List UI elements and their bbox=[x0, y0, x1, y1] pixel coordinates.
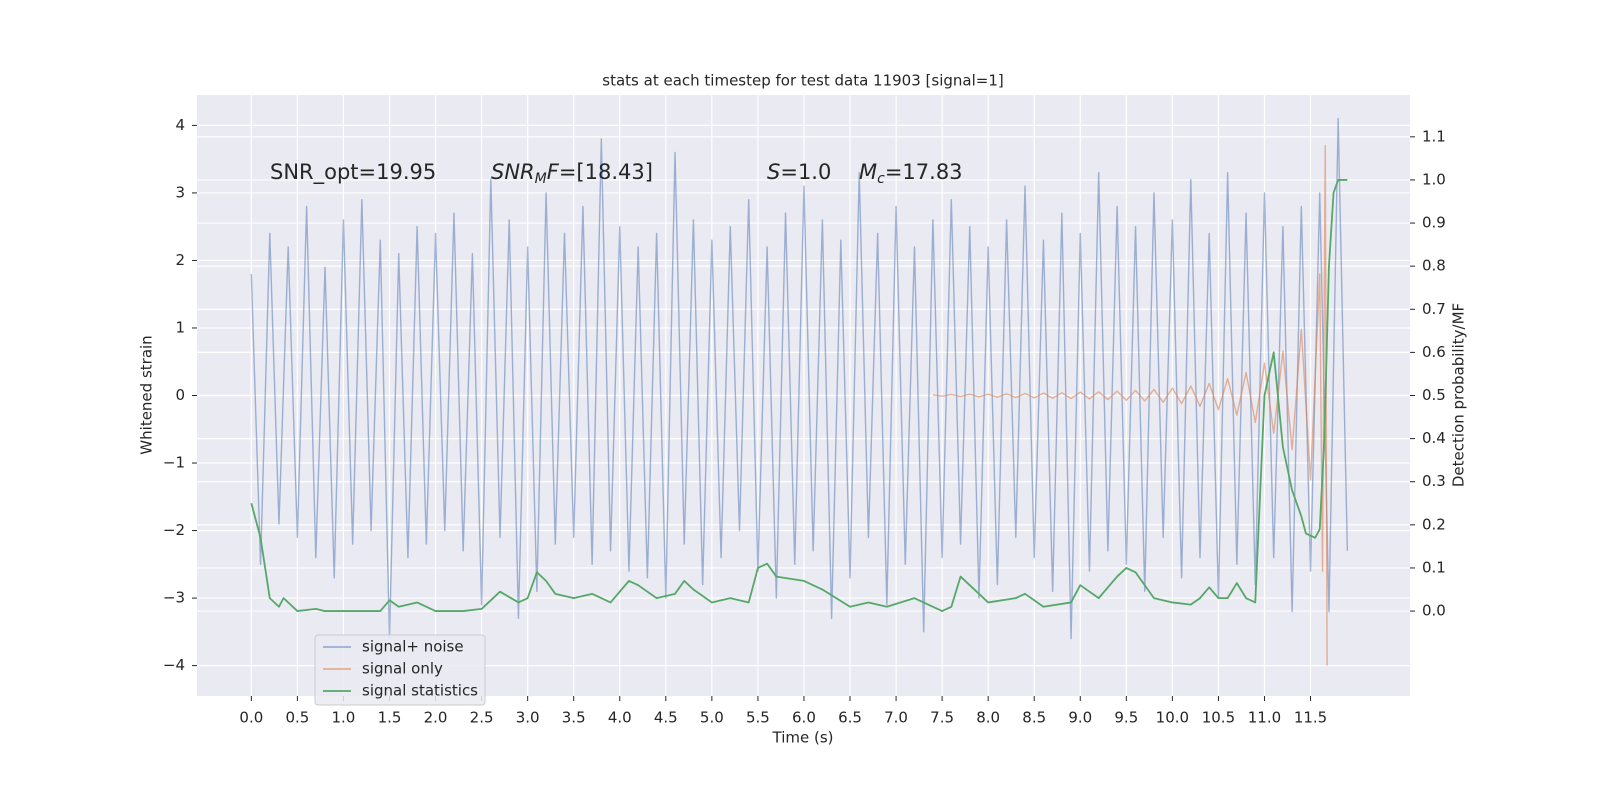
series-line bbox=[250, 179, 1348, 612]
annotation: SNR_opt=19.95 bbox=[270, 160, 436, 185]
series-line bbox=[250, 117, 1349, 640]
y-tick-label: −4 bbox=[163, 656, 185, 674]
annotation: SNRMF=[18.43] bbox=[491, 160, 653, 187]
annotation-part: S bbox=[767, 160, 780, 184]
y-tick-label: 3 bbox=[175, 183, 185, 201]
x-tick-label: 1.0 bbox=[332, 709, 356, 727]
annotation-part: =[18.43] bbox=[559, 160, 653, 184]
x-tick-label: 2.0 bbox=[424, 709, 448, 727]
annotation-part: F bbox=[547, 160, 560, 184]
y2-axis-label: Detection probability/MF bbox=[1450, 303, 1468, 487]
x-tick-label: 8.0 bbox=[976, 709, 1000, 727]
y2-tick-label: 0.2 bbox=[1422, 515, 1446, 533]
x-tick-label: 5.0 bbox=[700, 709, 724, 727]
y2-tick-label: 0.3 bbox=[1422, 472, 1446, 490]
legend-label: signal only bbox=[362, 660, 443, 678]
x-tick-label: 3.5 bbox=[562, 709, 586, 727]
y2-tick-label: 0.1 bbox=[1422, 558, 1446, 576]
y-axis-label: Whitened strain bbox=[138, 335, 156, 454]
y2-tick-label: 0.0 bbox=[1422, 602, 1446, 620]
y-tick-label: 1 bbox=[175, 318, 185, 336]
x-tick-label: 6.5 bbox=[838, 709, 862, 727]
x-tick-label: 8.5 bbox=[1022, 709, 1046, 727]
x-tick-label: 11.0 bbox=[1248, 709, 1281, 727]
y-tick-label: −1 bbox=[163, 454, 185, 472]
x-tick-label: 7.5 bbox=[930, 709, 954, 727]
annotation-part: M bbox=[535, 171, 547, 187]
legend-label: signal+ noise bbox=[362, 638, 464, 656]
y-tick-label: 4 bbox=[175, 116, 185, 134]
annotation-part: =1.0 bbox=[780, 160, 831, 184]
y-tick-label: 2 bbox=[175, 251, 185, 269]
y2-tick-label: 0.8 bbox=[1422, 257, 1446, 275]
y-tick-label: −2 bbox=[163, 521, 185, 539]
x-tick-label: 0.5 bbox=[285, 709, 309, 727]
annotation-part: M bbox=[859, 160, 877, 184]
x-tick-label: 5.5 bbox=[746, 709, 770, 727]
x-tick-label: 0.0 bbox=[239, 709, 263, 727]
annotation-part: SNR bbox=[491, 160, 535, 184]
x-tick-label: 10.5 bbox=[1202, 709, 1235, 727]
y-tick-label: −3 bbox=[163, 589, 185, 607]
x-tick-label: 11.5 bbox=[1294, 709, 1327, 727]
x-tick-label: 4.0 bbox=[608, 709, 632, 727]
x-tick-label: 1.5 bbox=[378, 709, 402, 727]
x-tick-label: 9.0 bbox=[1068, 709, 1092, 727]
x-tick-label: 4.5 bbox=[654, 709, 678, 727]
annotation: Mc=17.83 bbox=[859, 160, 963, 187]
annotation: S=1.0 bbox=[767, 160, 831, 184]
x-tick-label: 2.5 bbox=[470, 709, 494, 727]
legend-label: signal statistics bbox=[362, 682, 478, 700]
legend-box bbox=[314, 634, 486, 706]
x-axis-label: Time (s) bbox=[772, 729, 834, 747]
y2-tick-label: 1.1 bbox=[1422, 127, 1446, 145]
x-tick-label: 9.5 bbox=[1114, 709, 1138, 727]
x-tick-label: 10.0 bbox=[1156, 709, 1189, 727]
y2-tick-label: 0.9 bbox=[1422, 214, 1446, 232]
y2-tick-label: 0.4 bbox=[1422, 429, 1446, 447]
annotation-part: c bbox=[877, 171, 885, 187]
chart-title: stats at each timestep for test data 119… bbox=[602, 72, 1003, 90]
y2-tick-label: 0.7 bbox=[1422, 300, 1446, 318]
x-tick-label: 6.0 bbox=[792, 709, 816, 727]
y2-tick-label: 0.6 bbox=[1422, 343, 1446, 361]
x-tick-label: 7.0 bbox=[884, 709, 908, 727]
y2-tick-label: 0.5 bbox=[1422, 386, 1446, 404]
y-tick-label: 0 bbox=[175, 386, 185, 404]
y2-tick-label: 1.0 bbox=[1422, 170, 1446, 188]
annotation-part: =17.83 bbox=[885, 160, 963, 184]
x-tick-label: 3.0 bbox=[516, 709, 540, 727]
annotation-part: SNR_opt=19.95 bbox=[270, 160, 436, 185]
